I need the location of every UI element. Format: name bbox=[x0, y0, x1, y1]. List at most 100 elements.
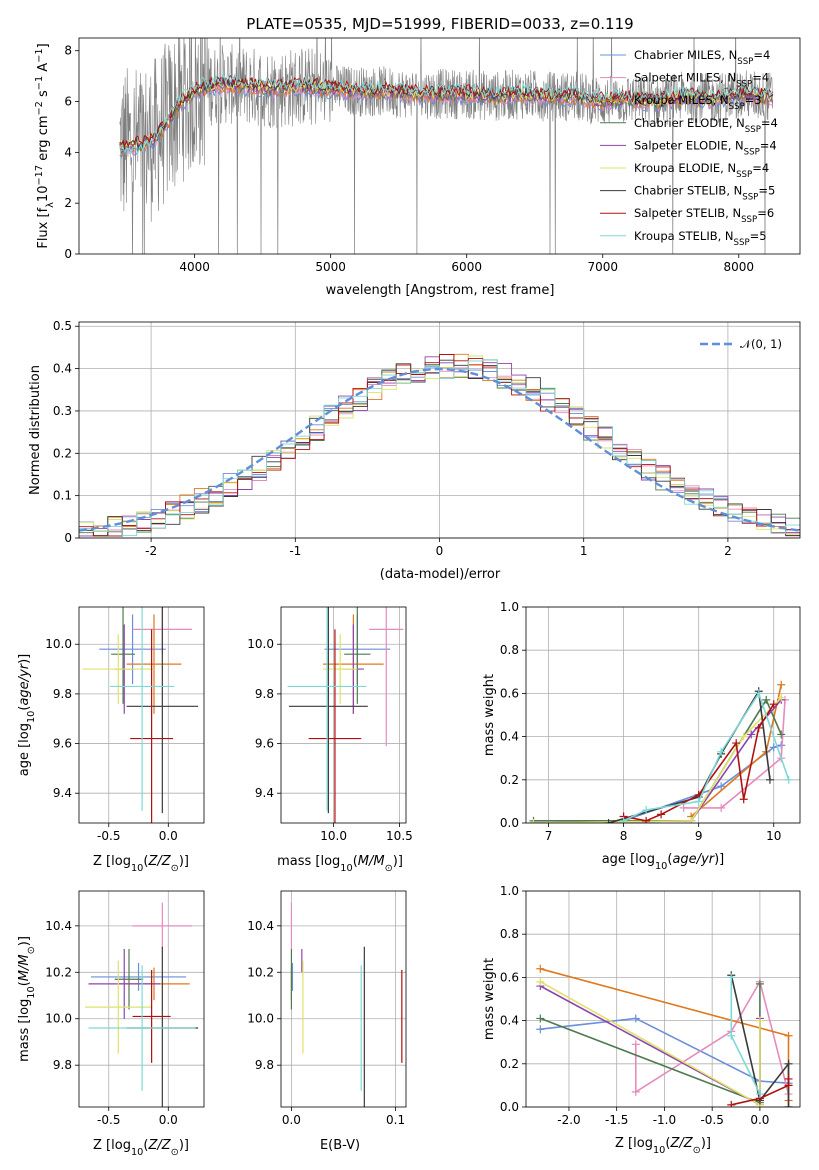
marker-salpeter_miles bbox=[631, 1040, 640, 1049]
marker-salpeter_stelib bbox=[784, 1074, 793, 1083]
label-part: age [log bbox=[17, 723, 32, 776]
label-part: Flux [f bbox=[36, 207, 51, 248]
y-axis-label: mass weight bbox=[482, 674, 497, 756]
x-tick-label: -2 bbox=[145, 544, 157, 558]
label-part: )] bbox=[17, 936, 32, 946]
label-part: Z [log bbox=[93, 854, 131, 869]
x-tick-label: -0.5 bbox=[97, 829, 120, 843]
axes-frame bbox=[525, 606, 801, 824]
label-part: =5 bbox=[758, 184, 775, 198]
label-part: −17 bbox=[34, 165, 45, 186]
y-tick-label: 0 bbox=[64, 531, 72, 545]
marker-kroupa_miles bbox=[536, 964, 545, 973]
label-part: Chabrier STELIB, N bbox=[634, 184, 742, 198]
legend-label: Salpeter MILES, NSSP=4 bbox=[634, 71, 769, 90]
label-part: −1 bbox=[34, 48, 45, 62]
axes-frame bbox=[280, 890, 407, 1108]
label-part: Z [log bbox=[93, 1138, 131, 1153]
panel-mass_age: 10.0 10.5 9.4 9.6 9.8 10.0 mass [log10(M/M⊙)] bbox=[247, 606, 413, 874]
x-tick-label: -1 bbox=[289, 544, 301, 558]
label-part: 10 bbox=[26, 711, 37, 723]
y-tick-label: 10.2 bbox=[45, 965, 72, 979]
label-part: ( bbox=[17, 981, 32, 986]
label-part: −1 bbox=[34, 76, 45, 90]
y-tick-label: 9.6 bbox=[255, 737, 274, 751]
label-part: ( bbox=[143, 854, 148, 869]
y-tick-label: 8 bbox=[64, 44, 72, 58]
label-part: mass [log bbox=[17, 999, 32, 1062]
label-part: ⊙ bbox=[171, 863, 179, 874]
axes-frame bbox=[280, 606, 407, 824]
label-part: s bbox=[36, 90, 51, 101]
label-part: ] bbox=[36, 43, 51, 48]
y-axis-label: Flux [fλ10−17 erg cm−2 s−1 A−1] bbox=[34, 43, 56, 248]
label-part: Z/Z bbox=[669, 1136, 693, 1151]
marker-kroupa_elodie bbox=[536, 977, 545, 986]
marker-salpeter_stelib bbox=[754, 723, 763, 732]
label-part: ( bbox=[17, 706, 32, 711]
y-tick-label: 9.8 bbox=[53, 1058, 72, 1072]
label-part: Kroupa ELODIE, N bbox=[634, 161, 736, 175]
label-part: E(B-V) bbox=[320, 1138, 360, 1153]
label-part: SSP bbox=[744, 147, 760, 157]
marker-salpeter_stelib bbox=[727, 1100, 736, 1107]
label-part: age [log bbox=[602, 852, 655, 867]
marker-chabrier_stelib bbox=[765, 775, 774, 784]
x-tick-label: 7 bbox=[545, 829, 553, 843]
label-part: M/M bbox=[358, 854, 385, 869]
label-part: SSP bbox=[736, 80, 752, 90]
y-tick-label: 0.6 bbox=[500, 970, 519, 984]
label-part: age/yr bbox=[17, 662, 32, 705]
marker-salpeter_stelib bbox=[657, 810, 666, 819]
label-part: Salpeter ELODIE, N bbox=[634, 138, 744, 152]
weight-line-salpeter_elodie bbox=[533, 699, 782, 823]
y-tick-label: 10.4 bbox=[247, 919, 274, 933]
axes-frame bbox=[78, 890, 205, 1108]
marker-kroupa_miles bbox=[777, 680, 786, 689]
y-tick-label: 0.2 bbox=[500, 773, 519, 787]
label-part: SSP bbox=[745, 125, 761, 135]
label-part: )] bbox=[393, 854, 403, 869]
x-tick-label: 5000 bbox=[315, 260, 346, 274]
x-tick-label: -0.5 bbox=[97, 1113, 120, 1127]
label-part: 10 bbox=[131, 1147, 143, 1158]
plot-area bbox=[119, 38, 774, 254]
marker-kroupa_stelib bbox=[619, 816, 628, 823]
label-part: Z [log bbox=[615, 1136, 653, 1151]
marker-kroupa_stelib bbox=[755, 1090, 764, 1099]
y-tick-label: 0 bbox=[64, 247, 72, 261]
marker-chabrier_stelib bbox=[784, 1103, 793, 1107]
label-part: ⊙ bbox=[171, 1147, 179, 1158]
x-tick-label: -1.5 bbox=[605, 1113, 628, 1127]
x-tick-label: 2 bbox=[724, 544, 732, 558]
label-part: Kroupa STELIB, N bbox=[634, 229, 734, 243]
model-line-kroupa_stelib bbox=[119, 73, 773, 156]
marker-chabrier_stelib bbox=[604, 819, 613, 823]
marker-salpeter_miles bbox=[631, 1087, 640, 1096]
x-tick-label: 8000 bbox=[724, 260, 755, 274]
plot-area bbox=[290, 902, 403, 1107]
weight-line-kroupa_elodie bbox=[539, 981, 761, 1107]
label-part: SSP bbox=[741, 215, 757, 225]
x-tick-label: 10.5 bbox=[386, 829, 413, 843]
label-part: =3 bbox=[745, 93, 762, 107]
label-part: SSP bbox=[729, 102, 745, 112]
label-part: 10 bbox=[653, 1145, 665, 1156]
x-tick-label: 0.0 bbox=[159, 1113, 178, 1127]
x-tick-label: 7000 bbox=[587, 260, 618, 274]
label-part: Kroupa MILES, N bbox=[634, 93, 729, 107]
y-axis-label: age [log10(age/yr)] bbox=[17, 654, 37, 777]
label-part: ⊙ bbox=[26, 946, 37, 954]
label-part: 10 bbox=[340, 863, 352, 874]
marker-kroupa_stelib bbox=[694, 797, 703, 806]
marker-salpeter_stelib bbox=[732, 739, 741, 748]
x-axis-label: (data-model)/error bbox=[380, 567, 501, 582]
label-part: ⊙ bbox=[385, 863, 393, 874]
label-part: SSP bbox=[737, 57, 753, 67]
marker-salpeter_stelib bbox=[642, 816, 651, 823]
marker-chabrier_miles bbox=[717, 782, 726, 791]
label-part: =6 bbox=[757, 206, 774, 220]
